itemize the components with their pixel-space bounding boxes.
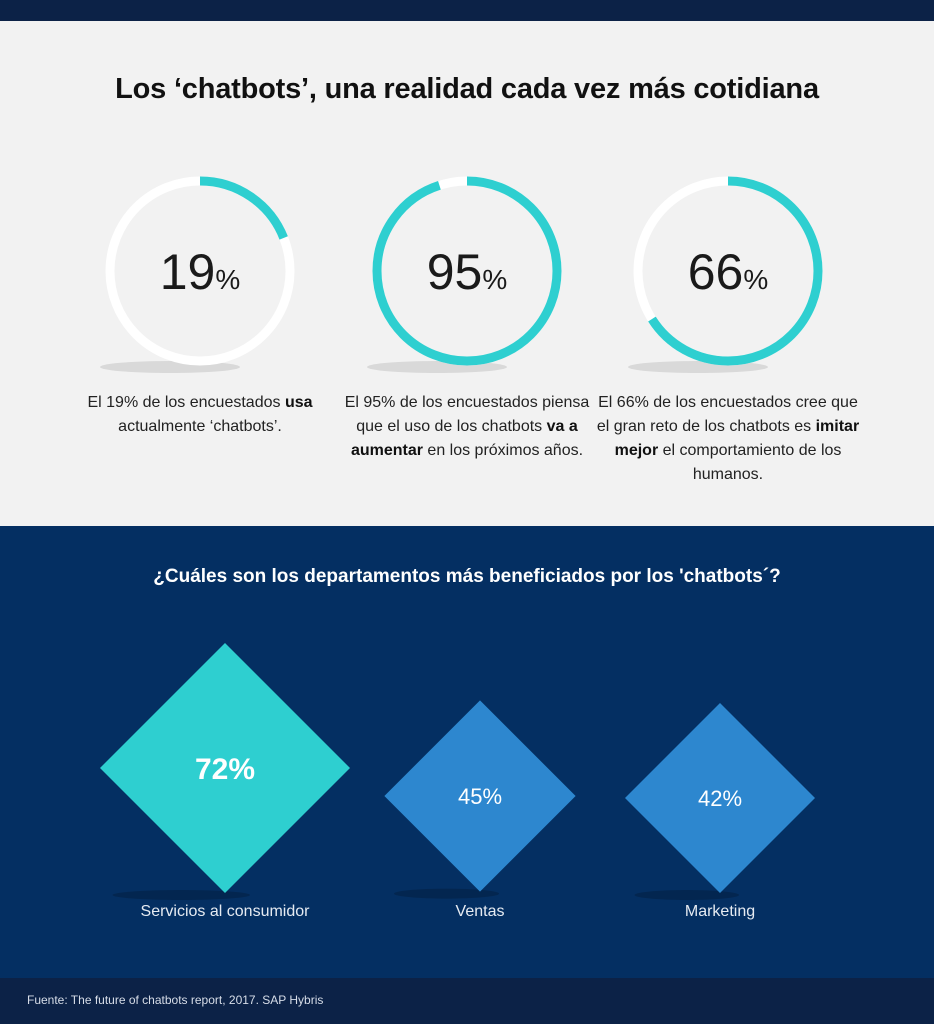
emphasis-text: va a aumentar [350, 418, 578, 459]
emphasis-text: usa [284, 394, 313, 411]
stat-card-3: 66% El 66% de los encuestados cree que e… [593, 171, 863, 521]
stats-section: Los ‘chatbots’, una realidad cada vez má… [0, 21, 934, 526]
donut-percent-sign: % [482, 264, 507, 295]
department-label: Servicios al consumidor [141, 903, 311, 920]
emphasis-text: imitar mejor [614, 418, 860, 459]
donut-arc [633, 176, 823, 366]
department-label: Marketing [685, 903, 755, 920]
donut-chart-2: 95% [367, 176, 562, 373]
department-diamond [384, 700, 576, 892]
department-diamond [625, 703, 815, 893]
top-bar [0, 0, 934, 21]
page-title: Los ‘chatbots’, una realidad cada vez má… [115, 73, 819, 105]
svg-text:19%: 19% [160, 244, 241, 300]
stat-description: El 95% de los encuestados piensa que el … [344, 394, 590, 459]
donut-chart-1: 19% [100, 176, 295, 373]
stat-card-1: 19% El 19% de los encuestados usa actual… [65, 171, 335, 521]
donut-chart-3: 66% [628, 176, 823, 373]
department-value: 42% [698, 786, 742, 811]
source-note: Fuente: The future of chatbots report, 2… [27, 993, 324, 1007]
department-value: 72% [195, 753, 255, 786]
department-value: 45% [458, 784, 502, 809]
donut-value: 66 [688, 244, 744, 300]
section-subtitle: ¿Cuáles son los departamentos más benefi… [153, 566, 781, 587]
donut-percent-sign: % [215, 264, 240, 295]
donut-percent-sign: % [743, 264, 768, 295]
donut-arc [372, 176, 562, 366]
donut-arc [105, 176, 295, 366]
stat-card-2: 95% El 95% de los encuestados piensa que… [332, 171, 602, 521]
stat-description: El 66% de los encuestados cree que el gr… [596, 394, 860, 483]
footer: Fuente: The future of chatbots report, 2… [0, 978, 934, 1024]
svg-text:95%: 95% [427, 244, 508, 300]
diamond-shadow [112, 890, 250, 900]
diamond-shadow [393, 888, 500, 899]
stat-description: El 19% de los encuestados usa actualment… [87, 394, 313, 435]
donut-value: 95 [427, 244, 483, 300]
diamond-shadow [634, 890, 739, 900]
svg-text:66%: 66% [688, 244, 769, 300]
donut-value: 19 [160, 244, 216, 300]
department-label: Ventas [456, 903, 505, 920]
departments-chart: 72% Servicios al consumidor 45% Ventas 42% Ma… [100, 643, 815, 920]
departments-section: ¿Cuáles son los departamentos más benefi… [0, 526, 934, 978]
department-diamond [100, 643, 350, 893]
